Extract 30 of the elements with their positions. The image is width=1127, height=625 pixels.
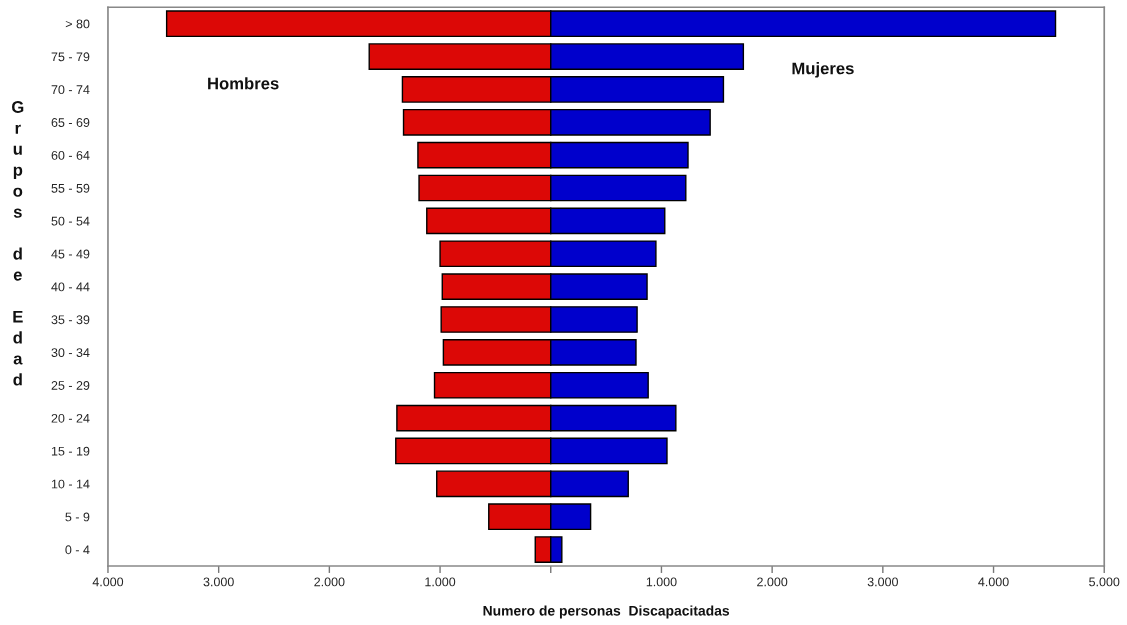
x-tick-label: 3.000 xyxy=(203,577,234,587)
y-tick-label: 50 - 54 xyxy=(51,216,90,226)
text: Hombres xyxy=(208,77,279,90)
x-tick-label: 2.000 xyxy=(757,577,788,587)
x-tick-label: 4.000 xyxy=(978,577,1009,587)
y-tick-label: 5 - 9 xyxy=(65,512,90,522)
y-tick-label: 45 - 49 xyxy=(51,249,90,259)
x-tick-label: 1.000 xyxy=(646,577,677,587)
x-tick-label: 2.000 xyxy=(314,577,345,587)
y-tick-label: 40 - 44 xyxy=(51,282,90,292)
y-tick-label: 10 - 14 xyxy=(51,479,90,489)
x-axis-title: Numero de personas Discapacitadas xyxy=(483,605,730,619)
x-tick-label: 5.000 xyxy=(1089,577,1120,587)
y-tick-label: 75 - 79 xyxy=(51,52,90,62)
y-tick-label: 60 - 64 xyxy=(51,150,90,160)
y-tick-label: > 80 xyxy=(65,19,90,29)
text: Grupos de Edad xyxy=(12,101,24,386)
x-tick-label: 4.000 xyxy=(92,577,124,587)
series-label: Mujeres xyxy=(792,62,854,78)
y-tick-label: 65 - 69 xyxy=(51,118,90,127)
y-tick-label: 0 - 4 xyxy=(65,545,90,555)
x-tick-label: 1.000 xyxy=(425,577,456,587)
y-tick-label: 25 - 29 xyxy=(51,381,90,390)
x-tick-label: 3.000 xyxy=(867,577,898,587)
y-tick-label: 70 - 74 xyxy=(51,85,90,95)
y-tick-label: 35 - 39 xyxy=(51,315,90,325)
y-tick-label: 20 - 24 xyxy=(51,413,90,423)
y-tick-label: 15 - 19 xyxy=(51,446,90,456)
y-tick-label: 55 - 59 xyxy=(51,183,90,193)
y-tick-label: 30 - 34 xyxy=(51,348,90,358)
